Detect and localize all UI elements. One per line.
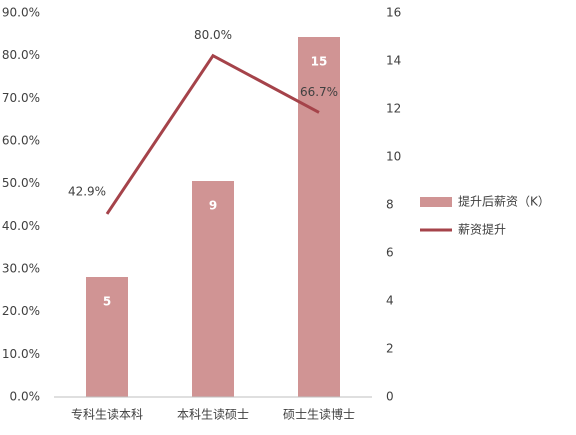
x-tick-label: 硕士生读博士: [283, 407, 355, 422]
bar: [86, 277, 128, 397]
bar: [192, 181, 234, 397]
y-tick-label: 70.0%: [2, 91, 40, 105]
y2-tick-label: 10: [386, 150, 401, 164]
y-tick-label: 40.0%: [2, 219, 40, 233]
y-tick-label: 10.0%: [2, 347, 40, 361]
x-tick-label: 本科生读硕士: [177, 408, 249, 422]
y2-tick-label: 14: [386, 54, 401, 68]
y2-tick-label: 4: [386, 294, 394, 308]
legend-swatch: [420, 197, 452, 207]
bar-value-label: 5: [103, 295, 111, 309]
line-value-label: 66.7%: [300, 85, 338, 99]
line: [105, 53, 320, 215]
y-tick-label: 60.0%: [2, 134, 40, 148]
bar: [298, 37, 340, 397]
y-tick-label: 30.0%: [2, 262, 40, 276]
y2-tick-label: 6: [386, 246, 394, 260]
y-tick-label: 20.0%: [2, 304, 40, 318]
bar-value-label: 9: [209, 199, 217, 213]
y-tick-label: 80.0%: [2, 48, 40, 62]
y2-tick-label: 16: [386, 6, 401, 20]
x-tick-label: 专科生读本科: [71, 407, 143, 422]
line-value-label: 42.9%: [68, 184, 106, 198]
y2-tick-label: 0: [386, 390, 394, 404]
y2-tick-label: 8: [386, 198, 394, 212]
legend-label: 薪资提升: [458, 222, 506, 237]
line-value-label: 80.0%: [194, 28, 232, 42]
y2-tick-label: 12: [386, 102, 401, 116]
y-tick-label: 0.0%: [10, 390, 41, 404]
legend-label: 提升后薪资（K）: [458, 194, 550, 209]
y-tick-label: 90.0%: [2, 6, 40, 20]
y2-tick-label: 2: [386, 342, 394, 356]
bar-value-label: 15: [311, 55, 328, 69]
y-tick-label: 50.0%: [2, 176, 40, 190]
